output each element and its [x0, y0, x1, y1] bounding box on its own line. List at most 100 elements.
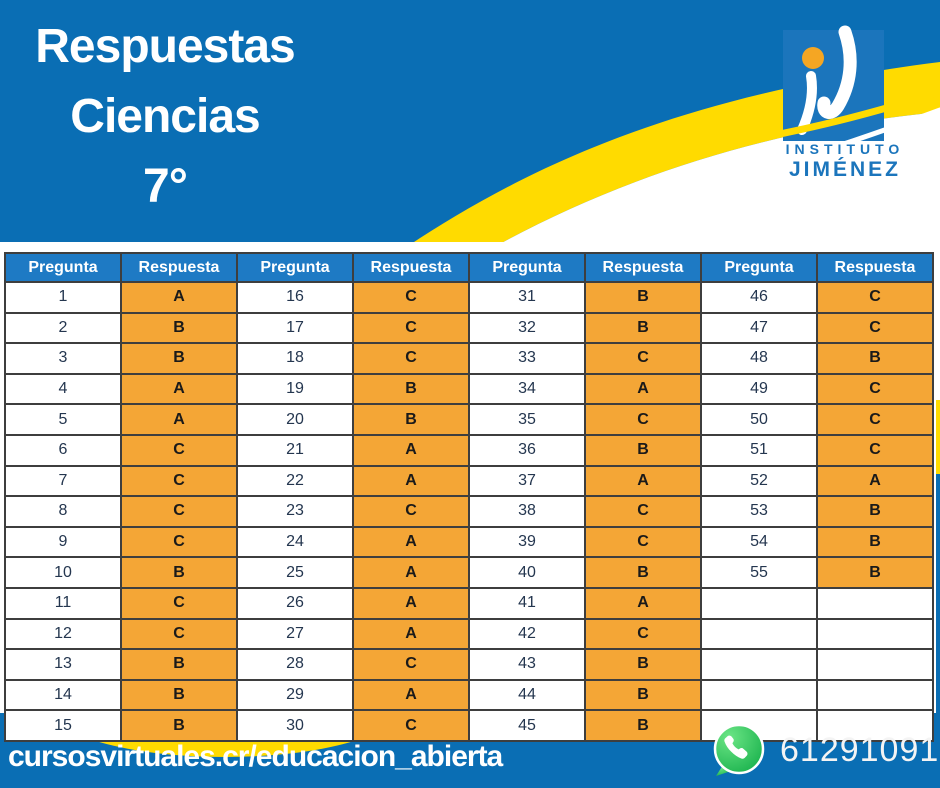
question-cell: 41: [468, 586, 586, 620]
answer-cell: A: [352, 617, 470, 651]
title-line-3: 7°: [143, 160, 188, 213]
white-wave-sliver: [934, 240, 940, 400]
question-cell: 35: [468, 403, 586, 436]
question-header: Pregunta: [700, 252, 818, 283]
answer-cell: C: [816, 403, 934, 436]
blank-cell: [700, 617, 818, 651]
question-cell: 44: [468, 678, 586, 712]
question-cell: 36: [468, 433, 586, 467]
answer-cell: C: [352, 311, 470, 345]
answer-cell: C: [584, 342, 702, 375]
answer-cell: B: [120, 648, 238, 681]
question-cell: 45: [468, 709, 586, 742]
question-cell: 9: [4, 525, 122, 559]
answer-cell: B: [584, 556, 702, 589]
question-cell: 27: [236, 617, 354, 651]
question-cell: 3: [4, 342, 122, 375]
answer-table-container: Pregunta Respuesta Pregunta Respuesta Pregun…: [0, 242, 936, 742]
yellow-wave-sliver: [934, 400, 940, 474]
blank-cell: [816, 709, 934, 742]
question-cell: 50: [700, 403, 818, 436]
answer-cell: C: [352, 281, 470, 314]
question-cell: 28: [236, 648, 354, 681]
table-row: 13 B 28 C 43 B: [4, 648, 934, 681]
question-cell: 5: [4, 403, 122, 436]
answer-cell: C: [120, 525, 238, 559]
answer-cell: B: [816, 342, 934, 375]
whatsapp-icon[interactable]: [710, 721, 768, 779]
website-url[interactable]: cursosvirtuales.cr/educacion_abierta: [8, 740, 503, 773]
table-row: 5 A 20 B 35 C 50 C: [4, 403, 934, 436]
table-row: 12 C 27 A 42 C: [4, 617, 934, 651]
answer-cell: B: [816, 495, 934, 528]
question-cell: 20: [236, 403, 354, 436]
logo-orange-dot: [802, 47, 824, 69]
question-cell: 17: [236, 311, 354, 345]
question-cell: 52: [700, 464, 818, 498]
question-header: Pregunta: [236, 252, 354, 283]
page-title: Respuestas Ciencias 7°: [0, 12, 330, 222]
answer-header: Respuesta: [352, 252, 470, 283]
answer-cell: B: [584, 648, 702, 681]
answer-cell: B: [120, 556, 238, 589]
table-row: 6 C 21 A 36 B 51 C: [4, 433, 934, 467]
answer-cell: C: [816, 311, 934, 345]
answer-header: Respuesta: [120, 252, 238, 283]
answer-cell: A: [584, 464, 702, 498]
answer-cell: B: [584, 678, 702, 712]
blank-cell: [816, 617, 934, 651]
instituto-jimenez-logo: INSTITUTO JIMÉNEZ: [750, 24, 940, 189]
table-row: 8 C 23 C 38 C 53 B: [4, 495, 934, 528]
question-cell: 29: [236, 678, 354, 712]
answer-cell: A: [352, 586, 470, 620]
title-line-2: Ciencias: [70, 90, 260, 143]
question-cell: 13: [4, 648, 122, 681]
answer-cell: C: [584, 525, 702, 559]
question-cell: 42: [468, 617, 586, 651]
answer-cell: B: [120, 342, 238, 375]
question-cell: 38: [468, 495, 586, 528]
answer-cell: C: [584, 495, 702, 528]
logo-text-jimenez: JIMÉNEZ: [788, 158, 901, 181]
answer-header: Respuesta: [584, 252, 702, 283]
answer-cell: B: [584, 311, 702, 345]
answer-cell: C: [584, 617, 702, 651]
answer-cell: C: [352, 648, 470, 681]
table-row: 10 B 25 A 40 B 55 B: [4, 556, 934, 589]
question-cell: 11: [4, 586, 122, 620]
question-cell: 46: [700, 281, 818, 314]
question-cell: 55: [700, 556, 818, 589]
question-cell: 22: [236, 464, 354, 498]
table-row: 2 B 17 C 32 B 47 C: [4, 311, 934, 345]
blank-cell: [816, 586, 934, 620]
blank-cell: [816, 678, 934, 712]
question-cell: 48: [700, 342, 818, 375]
question-cell: 19: [236, 372, 354, 406]
table-row: 14 B 29 A 44 B: [4, 678, 934, 712]
question-cell: 7: [4, 464, 122, 498]
answer-cell: C: [120, 586, 238, 620]
blank-cell: [816, 648, 934, 681]
table-row: 11 C 26 A 41 A: [4, 586, 934, 620]
question-cell: 51: [700, 433, 818, 467]
blank-cell: [700, 648, 818, 681]
question-cell: 8: [4, 495, 122, 528]
answer-cell: A: [120, 403, 238, 436]
question-cell: 23: [236, 495, 354, 528]
white-wave-shape: [496, 112, 940, 246]
answer-header: Respuesta: [816, 252, 934, 283]
answer-cell: A: [584, 586, 702, 620]
answer-cell: C: [816, 372, 934, 406]
phone-number: 61291091: [780, 731, 940, 769]
answer-cell: A: [120, 372, 238, 406]
answer-cell: B: [816, 525, 934, 559]
answer-cell: A: [352, 525, 470, 559]
answer-cell: C: [816, 281, 934, 314]
question-cell: 6: [4, 433, 122, 467]
blank-cell: [700, 678, 818, 712]
table-row: 4 A 19 B 34 A 49 C: [4, 372, 934, 406]
answer-cell: C: [120, 433, 238, 467]
blank-cell: [700, 586, 818, 620]
answer-cell: C: [816, 433, 934, 467]
